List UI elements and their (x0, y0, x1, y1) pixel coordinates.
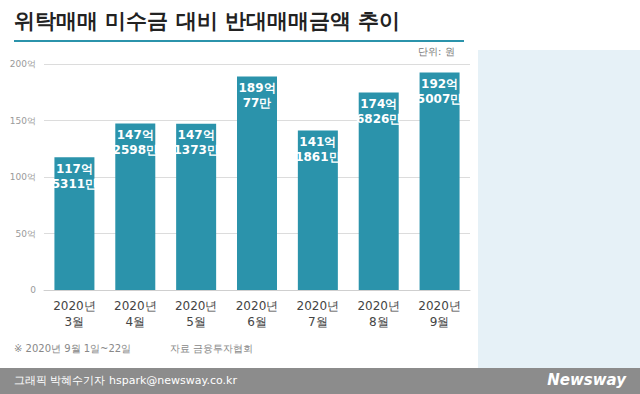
svg-text:1861만: 1861만 (295, 150, 340, 164)
svg-text:2020년: 2020년 (357, 299, 400, 313)
svg-text:117억: 117억 (56, 162, 93, 176)
svg-text:147억: 147억 (117, 128, 154, 142)
svg-text:7월: 7월 (308, 315, 328, 329)
svg-text:5007만: 5007만 (417, 92, 462, 106)
svg-text:4월: 4월 (125, 315, 145, 329)
svg-text:2020년: 2020년 (114, 299, 157, 313)
svg-text:174억: 174억 (360, 97, 397, 111)
svg-text:그래픽 박혜수기자 hspark@newsway.co.kr: 그래픽 박혜수기자 hspark@newsway.co.kr (14, 374, 237, 387)
svg-text:200억: 200억 (10, 59, 36, 69)
svg-text:자료 금융투자협회: 자료 금융투자협회 (170, 343, 253, 354)
svg-text:9월: 9월 (430, 315, 450, 329)
svg-text:2020년: 2020년 (418, 299, 461, 313)
svg-text:2598만: 2598만 (113, 143, 158, 157)
svg-text:192억: 192억 (421, 77, 458, 91)
svg-text:※ 2020년 9월 1일~22일: ※ 2020년 9월 1일~22일 (14, 343, 131, 354)
svg-text:77만: 77만 (243, 96, 272, 110)
svg-text:0: 0 (30, 285, 36, 295)
svg-text:5월: 5월 (186, 315, 206, 329)
svg-text:8월: 8월 (369, 315, 389, 329)
svg-text:2020년: 2020년 (297, 299, 340, 313)
svg-text:2020년: 2020년 (236, 299, 279, 313)
svg-text:위탁매매 미수금 대비 반대매매금액 추이: 위탁매매 미수금 대비 반대매매금액 추이 (14, 9, 400, 33)
svg-text:1373만: 1373만 (173, 143, 218, 157)
svg-text:2020년: 2020년 (175, 299, 218, 313)
svg-text:6월: 6월 (247, 315, 267, 329)
svg-text:5311만: 5311만 (52, 177, 97, 191)
svg-text:Newsway: Newsway (547, 371, 627, 389)
svg-text:50억: 50억 (16, 229, 36, 239)
svg-text:147억: 147억 (178, 128, 215, 142)
svg-text:150억: 150억 (10, 116, 36, 126)
svg-text:141억: 141억 (299, 135, 336, 149)
svg-text:2020년: 2020년 (53, 299, 96, 313)
svg-text:189억: 189억 (238, 81, 275, 95)
svg-text:6826만: 6826만 (356, 112, 401, 126)
svg-text:3월: 3월 (65, 315, 85, 329)
svg-text:100억: 100억 (10, 172, 36, 182)
svg-text:단위: 원: 단위: 원 (418, 46, 455, 57)
